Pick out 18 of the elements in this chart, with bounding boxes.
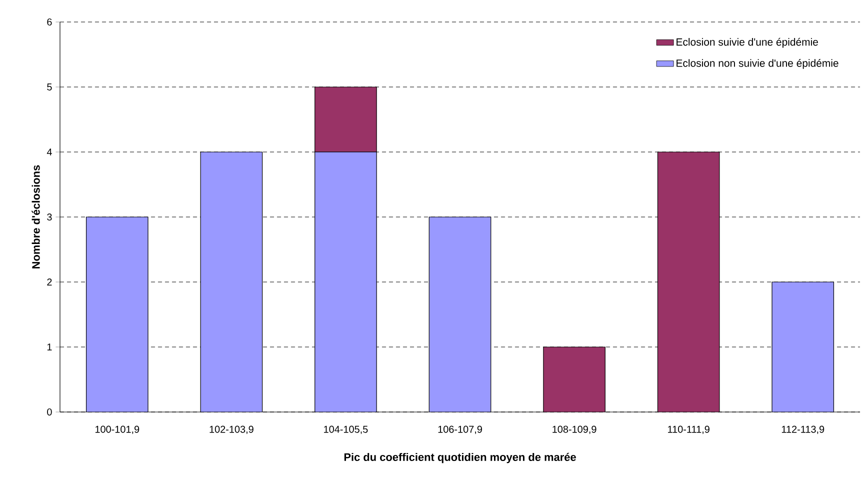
y-tick-label: 0: [47, 408, 52, 416]
y-tick-label: 1: [47, 344, 52, 350]
y-tick-label: 5: [47, 84, 52, 90]
x-tick-label: 108-109,9: [552, 426, 596, 434]
legend-label: Eclosion suivie d'une épidémie: [676, 38, 818, 48]
x-tick-label: 112-113,9: [782, 426, 824, 434]
y-tick-label: 6: [47, 18, 52, 26]
x-tick-label: 106-107,9: [438, 426, 482, 434]
x-tick-label: 100-101,9: [95, 426, 140, 434]
x-tick-label: 102-103,9: [210, 426, 254, 434]
legend-label: Eclosion non suivie d'une épidémie: [676, 59, 838, 69]
y-tick-label: 4: [46, 148, 52, 156]
x-tick-label: 110-111,9: [668, 426, 710, 434]
y-tick-label: 3: [47, 213, 52, 221]
y-axis-title: Nombre d'éclosions: [32, 165, 40, 268]
x-tick-label: 104-105,5: [324, 426, 368, 434]
x-axis-title: Pic du coefficient quotidien moyen de marée: [344, 452, 576, 464]
y-tick-label: 2: [47, 278, 52, 286]
